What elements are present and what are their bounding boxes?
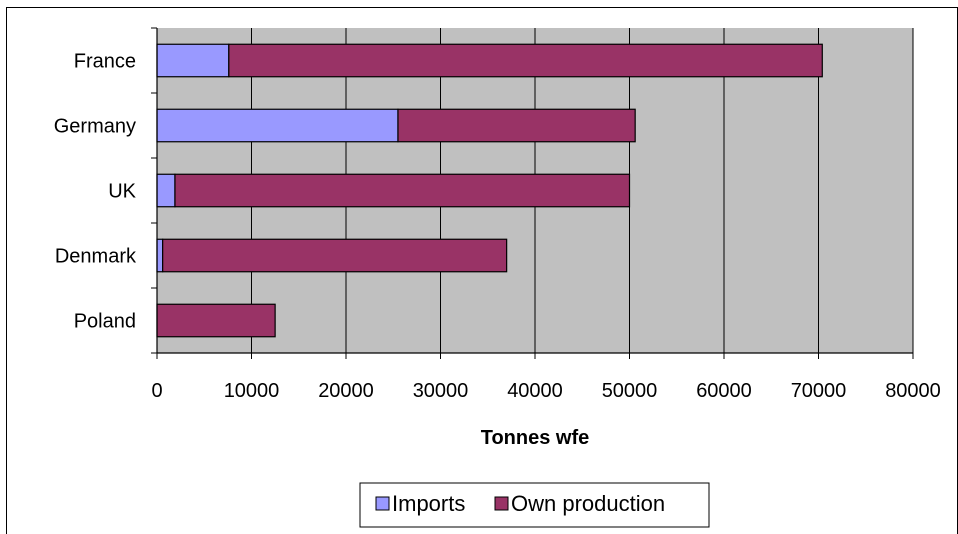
legend: Imports Own production — [359, 482, 710, 528]
axes — [151, 27, 914, 359]
legend-label-imports: Imports — [392, 491, 465, 516]
x-tick-label: 80000 — [885, 380, 941, 402]
y-tick-labels: France Germany UK Denmark Poland — [54, 51, 137, 333]
bar-own-production-uk — [174, 173, 631, 208]
legend-box — [359, 482, 710, 528]
bar-own-production-germany — [397, 108, 636, 143]
y-tick-label-poland: Poland — [74, 311, 136, 333]
bar-imports-uk — [156, 173, 176, 208]
y-tick-label-germany: Germany — [54, 116, 136, 138]
x-tick-label: 10000 — [224, 380, 280, 402]
y-tick-label-france: France — [74, 51, 136, 73]
legend-swatch-own-production — [494, 496, 509, 511]
x-tick-label: 30000 — [413, 380, 469, 402]
bar-imports-germany — [156, 108, 399, 143]
bar-own-production-poland — [156, 303, 276, 338]
y-tick-label-uk: UK — [108, 181, 136, 203]
bar-own-production-france — [228, 43, 823, 78]
bar-imports-denmark — [156, 238, 164, 273]
bar-imports-france — [156, 43, 230, 78]
x-tick-label: 50000 — [602, 380, 658, 402]
x-tick-label: 40000 — [507, 380, 563, 402]
legend-swatch-imports — [375, 496, 390, 511]
x-tick-labels: 0 10000 20000 30000 40000 50000 60000 70000 8000… — [151, 380, 940, 402]
x-tick-label: 20000 — [318, 380, 374, 402]
x-tick-label: 70000 — [791, 380, 847, 402]
x-tick-label: 60000 — [696, 380, 752, 402]
x-axis-title: Tonnes wfe — [481, 427, 590, 449]
y-tick-label-denmark: Denmark — [55, 246, 137, 268]
x-tick-label: 0 — [151, 380, 162, 402]
bar-own-production-denmark — [162, 238, 508, 273]
legend-label-own-production: Own production — [511, 491, 665, 516]
bars — [156, 43, 823, 338]
